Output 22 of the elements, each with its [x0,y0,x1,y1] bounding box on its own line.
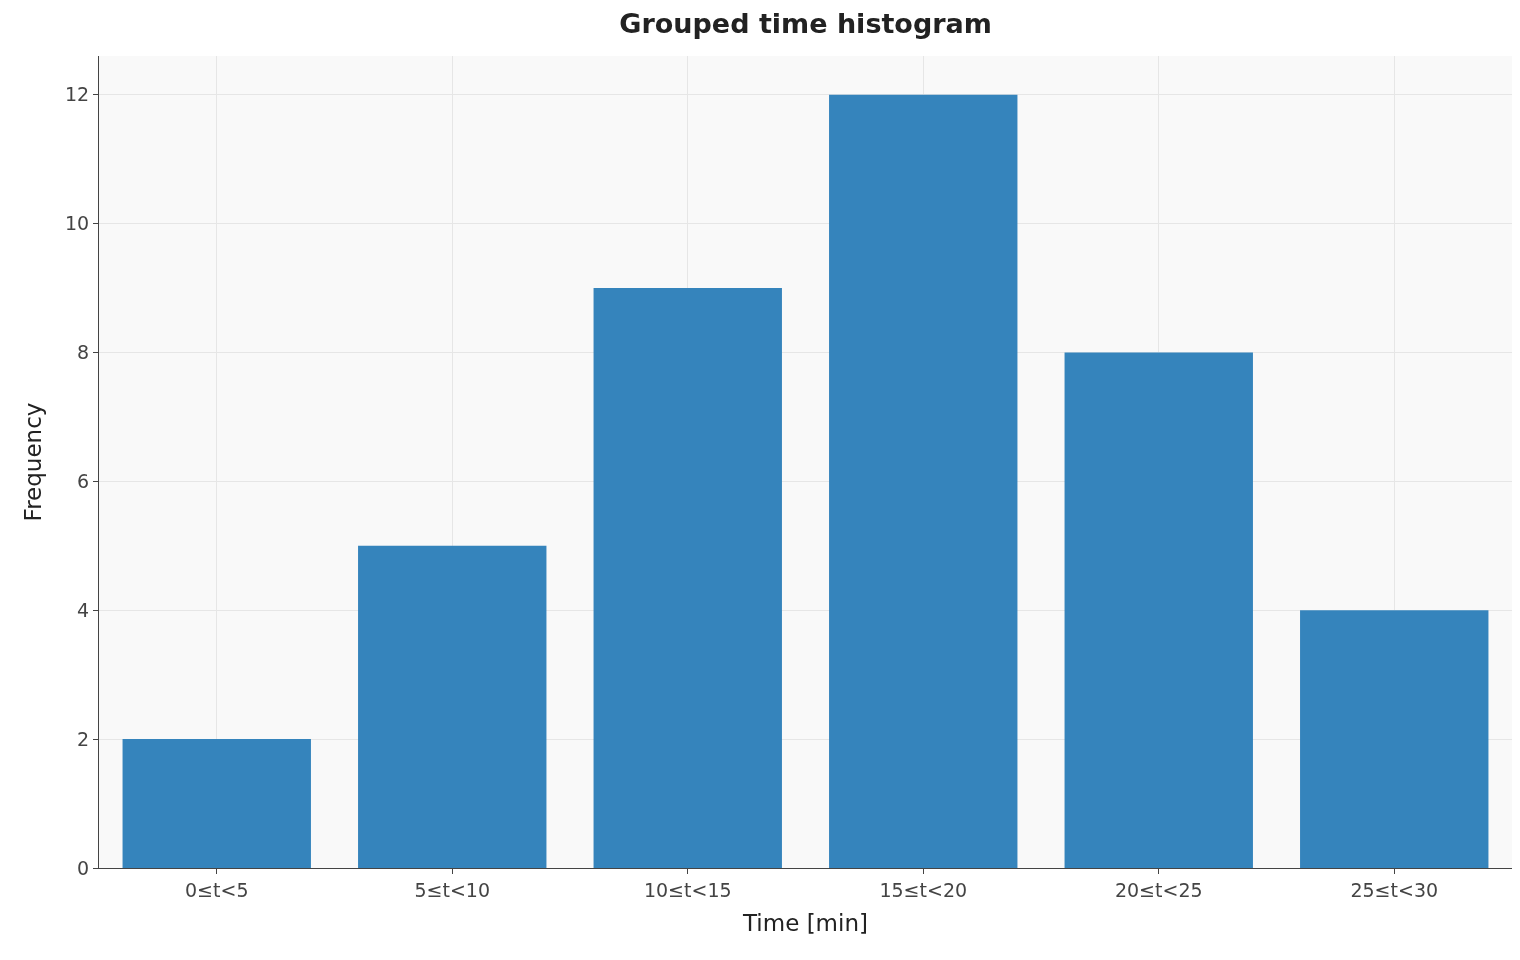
bar [122,739,311,868]
y-tick-label: 0 [77,856,90,879]
y-tick-label: 8 [77,341,90,364]
y-tick-label: 2 [77,727,90,750]
x-tick-label: 25≤t<30 [1350,878,1439,901]
bar [1300,610,1489,868]
y-tick-label: 4 [77,598,90,621]
y-tick-label: 12 [64,83,90,106]
x-tick-label: 10≤t<15 [643,878,732,901]
bar [593,288,782,868]
y-axis-title: Frequency [20,402,47,522]
y-tick-label: 6 [77,469,90,492]
x-tick-label: 20≤t<25 [1114,878,1203,901]
x-tick-label: 15≤t<20 [879,878,968,901]
x-tick-label: 5≤t<10 [414,878,491,901]
x-axis-title: Time [min] [742,909,868,936]
chart-title: Grouped time histogram [619,8,992,40]
x-tick-label: 0≤t<5 [185,878,249,901]
bar [829,94,1018,868]
bar [358,545,547,868]
bar [1064,352,1253,868]
y-tick-label: 10 [64,212,90,235]
